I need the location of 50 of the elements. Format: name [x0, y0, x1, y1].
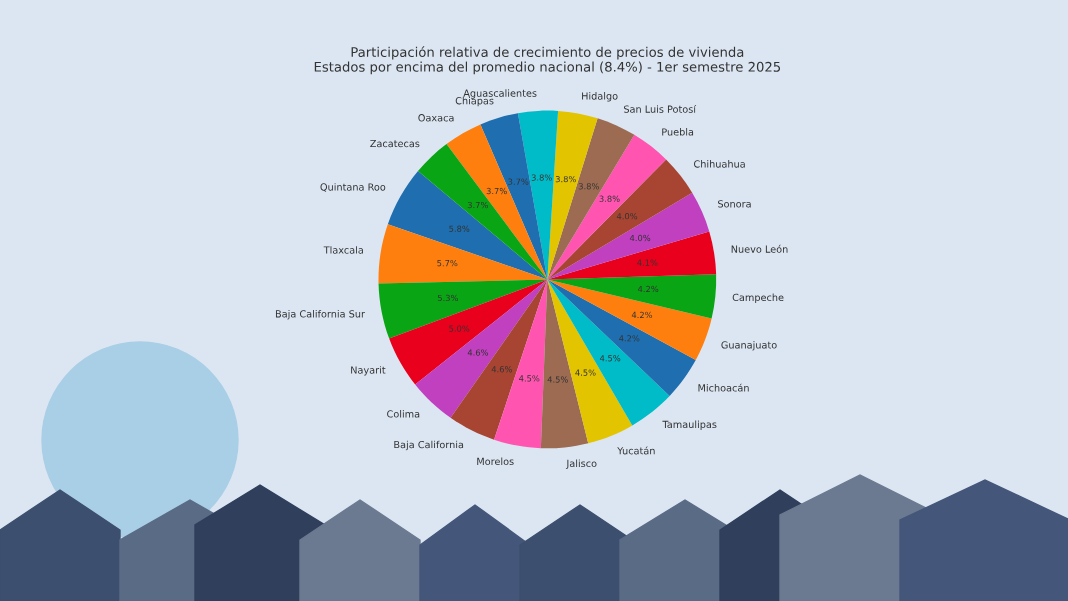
- data-label: 5.0%: [449, 325, 470, 332]
- pie-slice: [389, 279, 548, 385]
- slice-label: Oaxaca: [418, 114, 454, 122]
- slice-label: Zacatecas: [370, 139, 420, 148]
- slice-label: Quintana Roo: [320, 183, 386, 192]
- slice-label: Chihuahua: [694, 160, 745, 168]
- pie-slice: [547, 279, 712, 360]
- data-label: 3.7%: [486, 187, 507, 195]
- data-label: 3.8%: [531, 174, 552, 181]
- data-label: 4.2%: [619, 335, 640, 342]
- data-label: 4.0%: [629, 234, 651, 242]
- slice-label: Tlaxcala: [323, 246, 363, 254]
- data-label: 4.1%: [637, 259, 658, 266]
- data-label: 4.5%: [575, 369, 596, 376]
- data-label: 3.7%: [467, 201, 488, 209]
- data-label: 4.2%: [631, 311, 653, 319]
- data-label: 3.8%: [555, 175, 576, 183]
- data-label: 4.0%: [616, 213, 638, 220]
- data-label: 4.5%: [547, 376, 568, 383]
- data-label: 5.3%: [437, 294, 459, 302]
- slice-label: Baja California: [394, 440, 464, 451]
- slice-label: Nayarit: [351, 366, 386, 376]
- slice-label: Puebla: [662, 128, 694, 136]
- slice-label: Hidalgo: [582, 92, 618, 102]
- data-label: 4.2%: [637, 285, 659, 293]
- data-label: 3.8%: [599, 195, 620, 202]
- slice-label: Yucatán: [617, 446, 655, 455]
- pie-slice: [378, 224, 548, 284]
- slice-label: Campeche: [732, 293, 784, 303]
- slice-label: San Luis Potosí: [624, 104, 697, 113]
- slice-label: Guanajuato: [721, 341, 777, 351]
- slice-label: Baja California Sur: [275, 310, 365, 320]
- slice-label: Morelos: [477, 457, 514, 466]
- pie-slice: [547, 279, 696, 396]
- data-label: 5.8%: [449, 225, 470, 232]
- slice-label: Michoacán: [698, 383, 749, 392]
- slice-label: Colima: [387, 410, 420, 418]
- data-label: 5.7%: [437, 259, 458, 267]
- data-label: 3.7%: [508, 178, 529, 185]
- pie-slice: [547, 192, 710, 280]
- data-label: 4.6%: [491, 366, 512, 373]
- chart-title: Participación relativa de crecimiento de precios de vivienda Estados por encima del promedio nacional (8.4%) - 1er semestre 2025: [314, 46, 781, 75]
- data-label: 4.5%: [599, 355, 621, 362]
- data-label: 4.5%: [519, 375, 540, 382]
- slice-label: Tamaulipas: [662, 420, 717, 430]
- slice-label: Jalisco: [565, 459, 597, 469]
- slice-label: Sonora: [718, 200, 751, 208]
- slice-label: Nuevo León: [731, 244, 788, 253]
- data-label: 3.8%: [578, 183, 599, 190]
- data-label: 4.6%: [467, 349, 489, 356]
